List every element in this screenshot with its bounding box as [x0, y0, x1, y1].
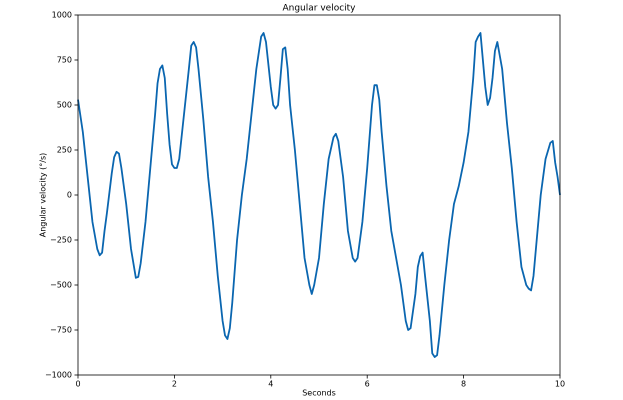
y-axis-label: Angular velocity (°/s)	[39, 153, 48, 238]
y-tick-label: 250	[57, 146, 72, 155]
chart-title: Angular velocity	[282, 4, 356, 14]
x-tick-label: 10	[555, 380, 565, 389]
y-tick-label: 0	[67, 191, 72, 200]
data-line	[77, 32, 561, 358]
y-tick-label: −500	[50, 281, 72, 290]
x-tick-label: 6	[365, 380, 370, 389]
x-tick-label: 2	[172, 380, 177, 389]
y-tick-label: 750	[57, 56, 72, 65]
y-tick-label: 500	[57, 101, 72, 110]
y-tick-label: −250	[50, 236, 72, 245]
y-tick-label: −750	[50, 326, 72, 335]
x-axis-label: Seconds	[302, 389, 336, 398]
x-tick-label: 8	[461, 380, 466, 389]
y-tick-label: −1000	[45, 371, 72, 380]
x-tick-label: 4	[268, 380, 273, 389]
x-tick-label: 0	[75, 380, 80, 389]
plot-frame	[77, 14, 561, 376]
y-tick-label: 1000	[52, 11, 72, 20]
